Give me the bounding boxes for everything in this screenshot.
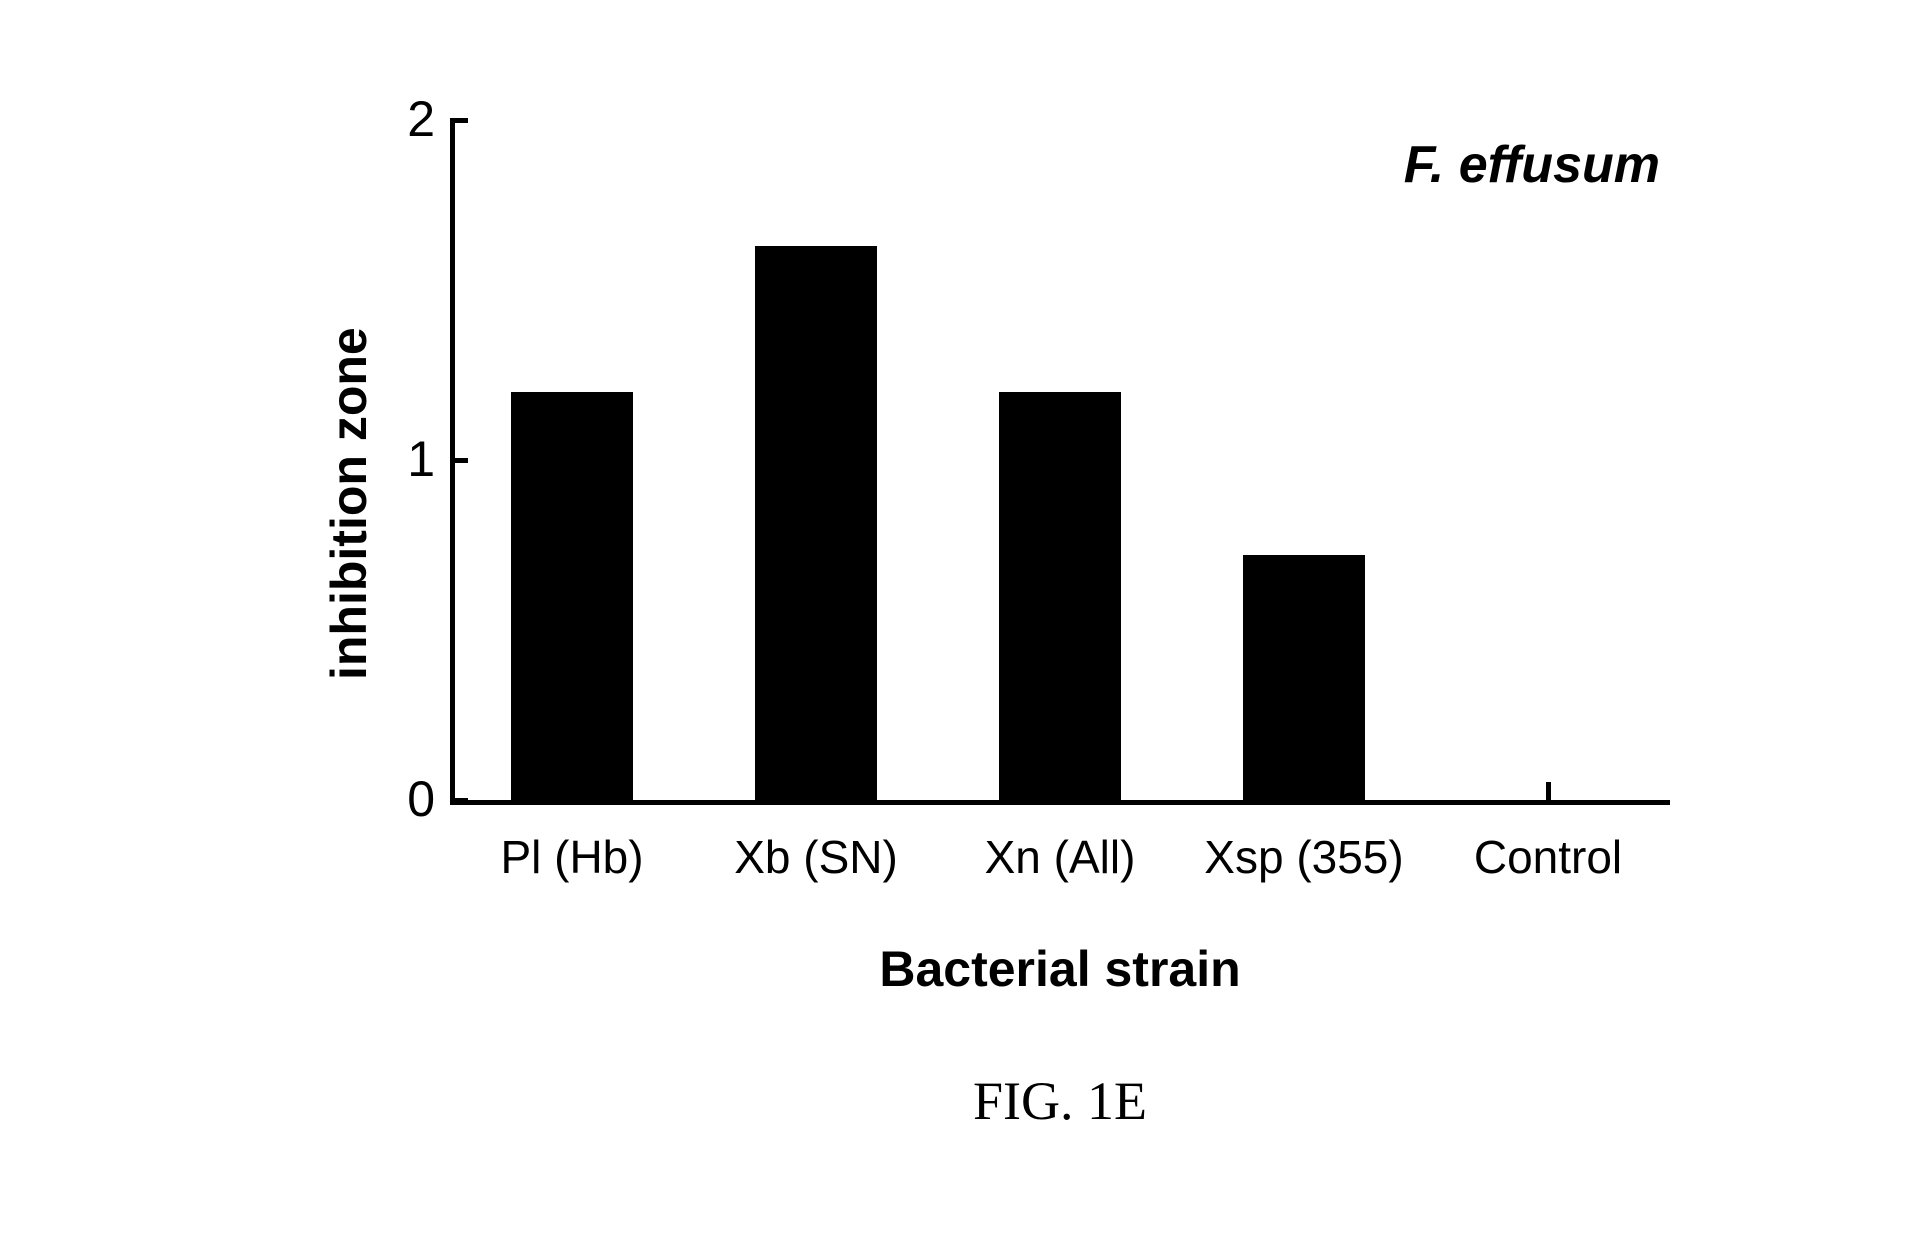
plot-area (450, 120, 1670, 800)
figure-caption: FIG. 1E (450, 1070, 1670, 1132)
x-tick (1058, 782, 1063, 800)
x-tick-label: Xsp (355) (1182, 830, 1426, 884)
x-axis (450, 800, 1670, 805)
y-tick-label: 0 (375, 770, 435, 828)
chart-annotation: F. effusum (1404, 135, 1660, 195)
bar (511, 392, 633, 800)
bar (1243, 555, 1365, 800)
x-tick (570, 782, 575, 800)
x-tick-label: Xn (All) (938, 830, 1182, 884)
chart-container: F. effusum inhibition zone Bacterial str… (220, 60, 1720, 1160)
x-tick-label: Pl (Hb) (450, 830, 694, 884)
x-axis-label: Bacterial strain (450, 940, 1670, 998)
x-tick (1546, 782, 1551, 800)
y-tick-label: 2 (375, 90, 435, 148)
y-tick (450, 118, 468, 123)
x-tick-label: Control (1426, 830, 1670, 884)
x-tick (1302, 782, 1307, 800)
bar (755, 246, 877, 800)
x-tick (814, 782, 819, 800)
y-axis-label: inhibition zone (320, 327, 378, 680)
bar (999, 392, 1121, 800)
x-tick-label: Xb (SN) (694, 830, 938, 884)
y-tick (450, 458, 468, 463)
y-tick (450, 798, 468, 803)
y-tick-label: 1 (375, 430, 435, 488)
